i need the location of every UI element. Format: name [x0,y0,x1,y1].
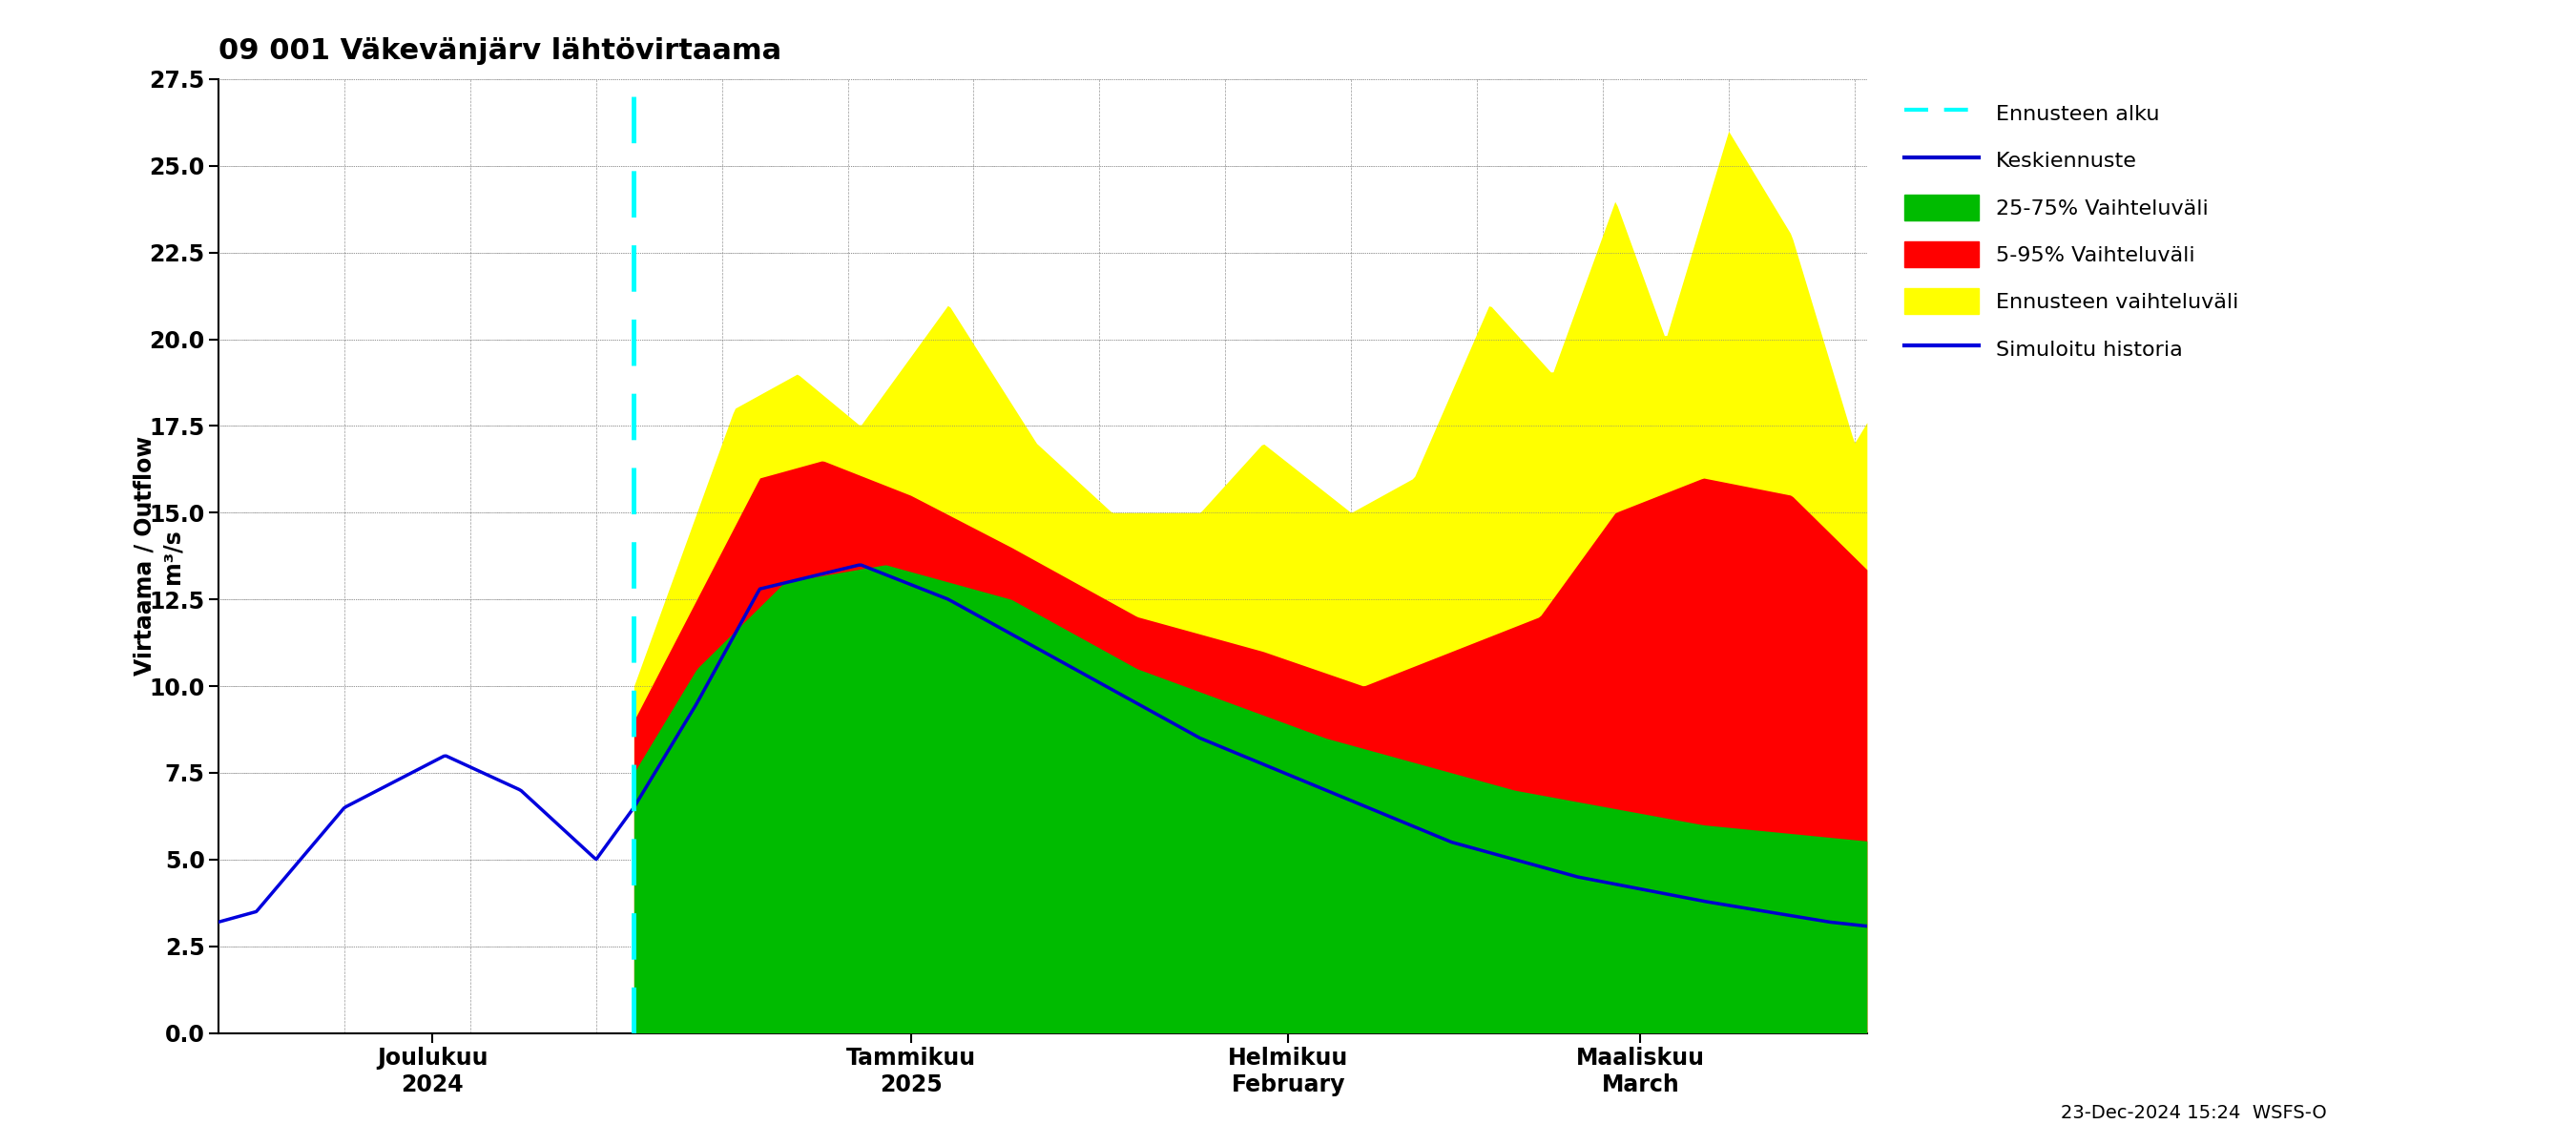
Text: m³/s: m³/s [162,529,183,584]
Text: Virtaama / Outflow: Virtaama / Outflow [134,436,157,676]
Text: 09 001 Väkevänjärv lähtövirtaama: 09 001 Väkevänjärv lähtövirtaama [219,37,781,65]
Text: 23-Dec-2024 15:24  WSFS-O: 23-Dec-2024 15:24 WSFS-O [2061,1104,2326,1122]
Legend: Ennusteen alku, Keskiennuste, 25-75% Vaihteluväli, 5-95% Vaihteluväli, Ennusteen: Ennusteen alku, Keskiennuste, 25-75% Vai… [1893,89,2249,372]
